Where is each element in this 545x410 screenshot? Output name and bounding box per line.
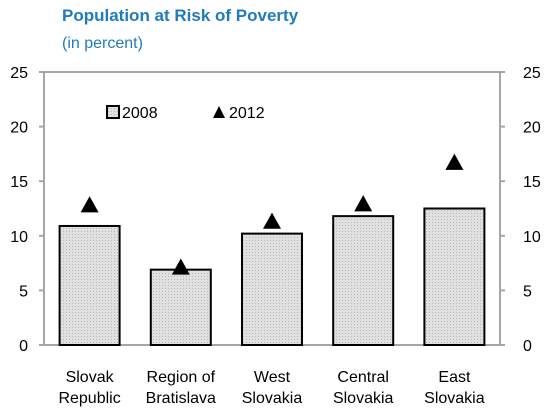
- category-label: Slovak: [66, 369, 115, 386]
- y-tick-label-left: 5: [19, 283, 28, 300]
- marker-2012: [263, 212, 281, 229]
- legend: 2008 2012: [106, 105, 265, 122]
- y-tick-label-right: 5: [523, 283, 532, 300]
- category-label: Region of: [147, 369, 216, 386]
- y-tick-label-right: 15: [523, 174, 541, 191]
- legend-swatch-2012: [213, 106, 225, 118]
- category-label: Republic: [58, 390, 120, 407]
- marker-2012: [80, 196, 99, 213]
- marker-2012: [171, 258, 190, 275]
- bar-series-2008: [58, 207, 486, 347]
- bar-2008: [149, 268, 212, 347]
- category-label: East: [438, 369, 471, 386]
- bar-2008: [332, 215, 395, 346]
- y-tick-label-left: 10: [10, 229, 28, 246]
- category-label: Bratislava: [146, 390, 216, 407]
- legend-label-2008: 2008: [122, 105, 158, 122]
- category-label: Slovakia: [333, 390, 394, 407]
- marker-2012: [354, 195, 373, 212]
- bar-2008: [423, 207, 486, 346]
- chart-title: Population at Risk of Poverty: [62, 6, 299, 25]
- y-tick-label-right: 20: [523, 120, 541, 137]
- category-labels: Slovak Republic Region of Bratislava West Slo…: [58, 369, 484, 407]
- y-tick-label-left: 0: [19, 338, 28, 355]
- y-axis-left: 0 5 10 15 20 25: [10, 65, 44, 355]
- legend-label-2012: 2012: [229, 105, 265, 122]
- category-label: Central: [337, 369, 389, 386]
- bar-2008: [58, 224, 121, 346]
- y-tick-label-left: 20: [10, 120, 28, 137]
- y-tick-label-left: 25: [10, 65, 28, 82]
- legend-swatch-2008: [106, 105, 120, 119]
- y-tick-label-left: 15: [10, 174, 28, 191]
- chart-subtitle: (in percent): [62, 35, 143, 52]
- y-tick-label-right: 10: [523, 229, 541, 246]
- y-tick-label-right: 0: [523, 338, 532, 355]
- category-label: Slovakia: [424, 390, 485, 407]
- category-label: Slovakia: [242, 390, 303, 407]
- bar-2008: [241, 232, 303, 346]
- marker-series-2012: [80, 153, 464, 275]
- y-axis-right: 0 5 10 15 20 25: [500, 65, 541, 355]
- y-tick-label-right: 25: [523, 65, 541, 82]
- marker-2012: [445, 153, 464, 170]
- category-label: West: [254, 369, 291, 386]
